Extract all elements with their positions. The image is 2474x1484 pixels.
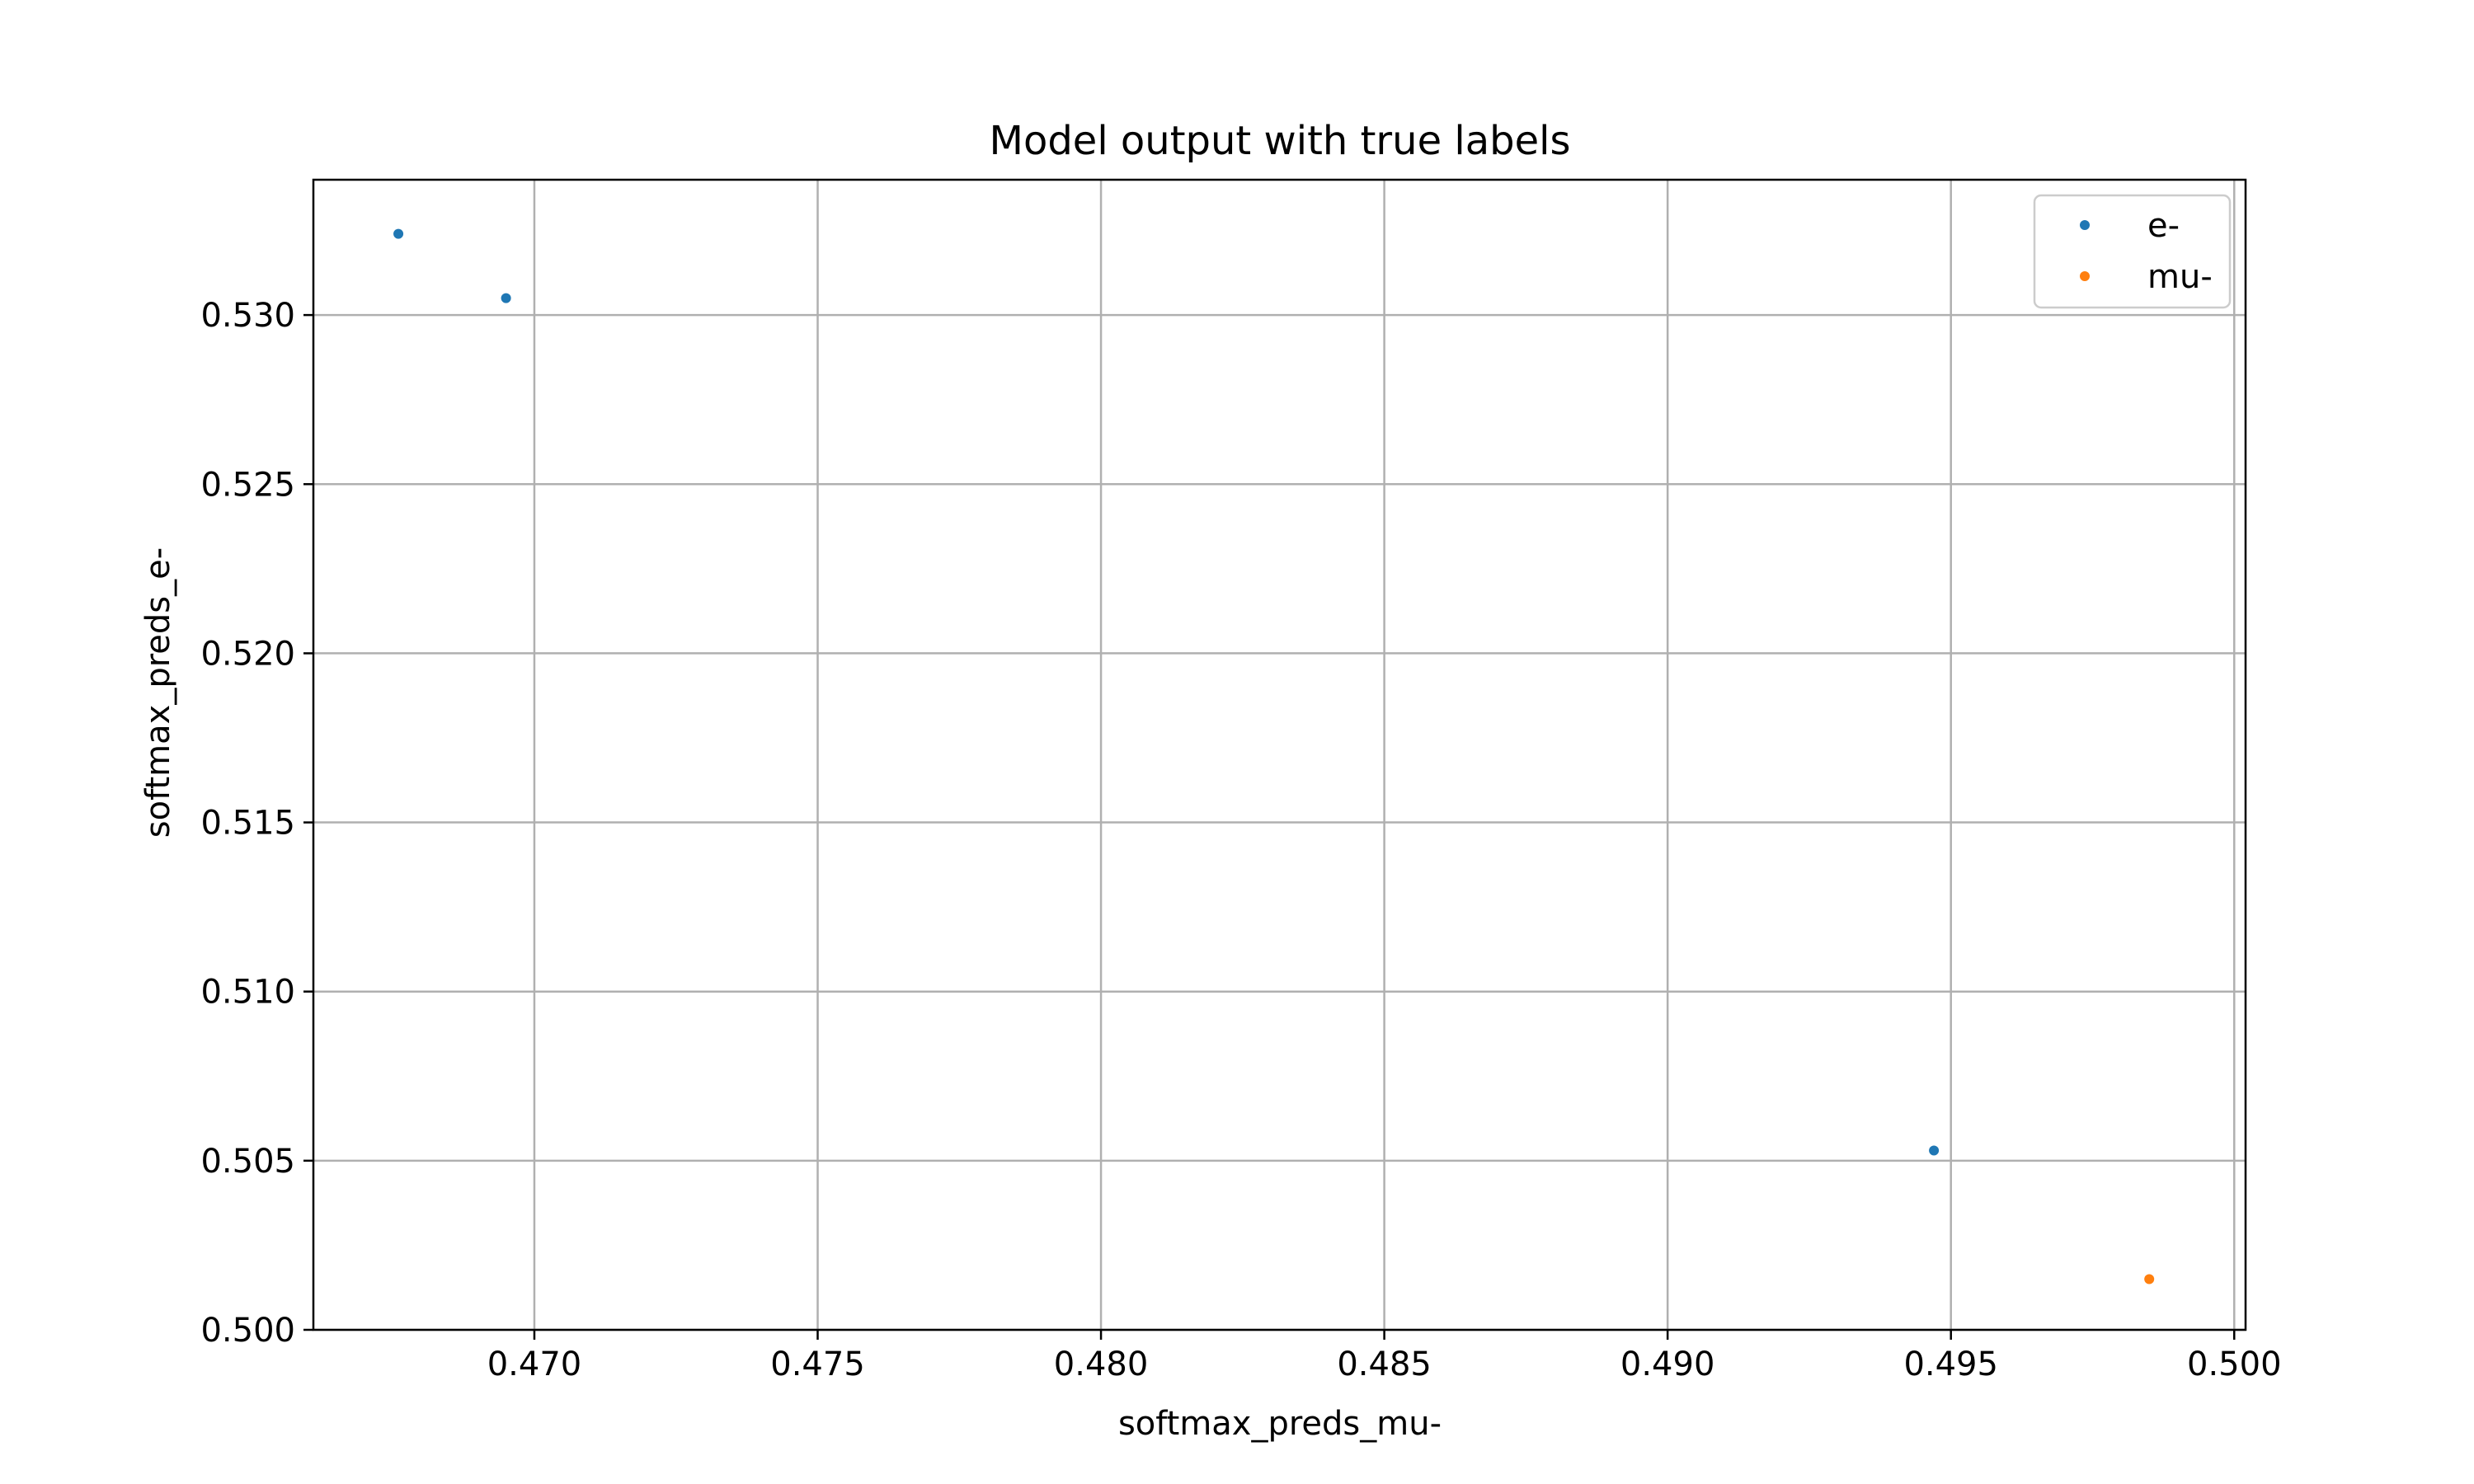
- y-tick-label: 0.525: [200, 466, 295, 504]
- x-tick-label: 0.475: [770, 1345, 865, 1383]
- x-tick-label: 0.470: [487, 1345, 582, 1383]
- data-point-mu-: [2144, 1274, 2155, 1284]
- legend: e-mu-: [2033, 194, 2232, 309]
- x-tick-label: 0.485: [1337, 1345, 1432, 1383]
- x-tick-label: 0.500: [2187, 1345, 2282, 1383]
- x-tick-label: 0.495: [1903, 1345, 1998, 1383]
- legend-marker-e-: [2080, 220, 2090, 230]
- x-tick-label: 0.490: [1620, 1345, 1715, 1383]
- y-tick-label: 0.505: [200, 1143, 295, 1181]
- x-tick-label: 0.480: [1054, 1345, 1149, 1383]
- data-point-e-: [501, 293, 511, 303]
- grid: [313, 180, 2246, 1331]
- legend-label: mu-: [2147, 258, 2213, 296]
- x-axis-label: softmax_preds_mu-: [1118, 1405, 1442, 1443]
- y-tick-label: 0.530: [200, 297, 295, 335]
- y-axis-label: softmax_preds_e-: [139, 547, 177, 838]
- chart-title: Model output with true labels: [990, 118, 1571, 164]
- y-tick-label: 0.520: [200, 635, 295, 673]
- axis-ticks: 0.470 0.475 0.480 0.485 0.490 0.495 0.500 0.500…: [200, 297, 2281, 1383]
- y-tick-label: 0.500: [200, 1312, 295, 1350]
- data-point-e-: [393, 228, 404, 239]
- plot-frame: [312, 178, 2247, 1331]
- data-point-e-: [1929, 1145, 1940, 1156]
- data-points: [393, 228, 2155, 1284]
- legend-label: e-: [2147, 207, 2180, 245]
- legend-marker-mu-: [2080, 271, 2090, 281]
- y-tick-label: 0.510: [200, 974, 295, 1012]
- y-tick-label: 0.515: [200, 805, 295, 843]
